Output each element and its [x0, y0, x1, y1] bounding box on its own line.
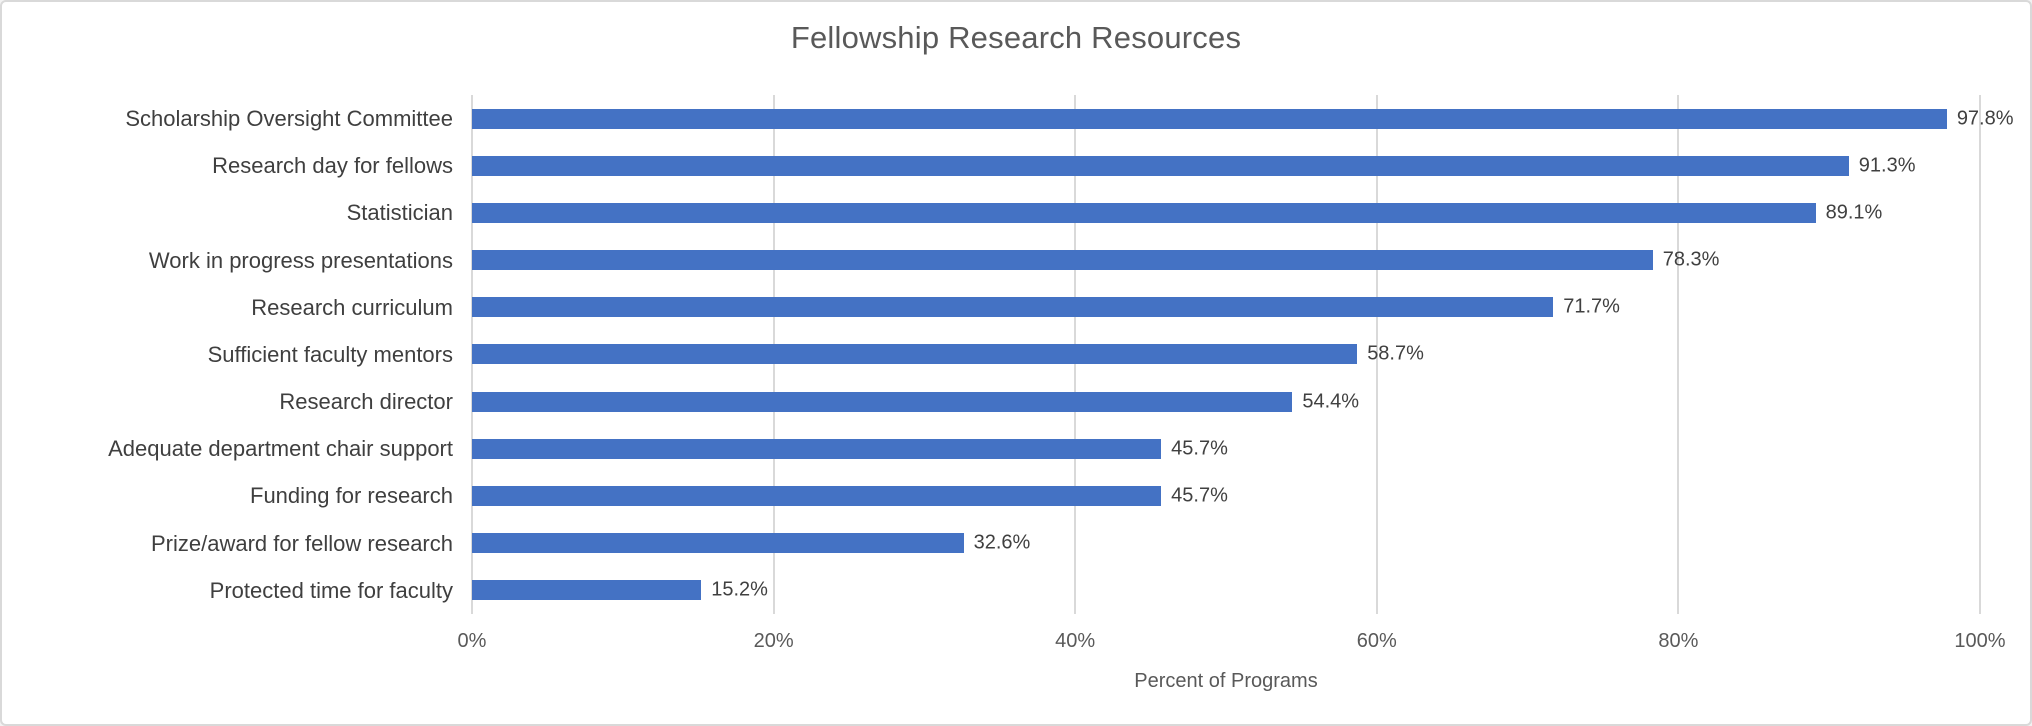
value-label: 15.2%: [711, 578, 768, 601]
gridline-100%: [1979, 95, 1981, 614]
bar-row: 32.6%: [472, 520, 1980, 567]
bar: [472, 391, 1293, 412]
category-label: Adequate department chair support: [108, 436, 453, 462]
bar: [472, 486, 1162, 507]
bar: [472, 580, 702, 601]
category-label: Sufficient faculty mentors: [207, 341, 453, 367]
value-label: 78.3%: [1662, 248, 1720, 271]
value-label: 54.4%: [1302, 390, 1360, 413]
bar-row: 45.7%: [472, 472, 1980, 519]
plot-area: 97.8% 91.3% 89.1% 78.3% 71.7% 58.7% 54.4% 45.7%…: [471, 95, 2014, 614]
bar: [472, 297, 1554, 318]
bar-row: 97.8%: [472, 95, 2014, 142]
value-label: 32.6%: [973, 531, 1031, 554]
value-label: 45.7%: [1171, 437, 1228, 460]
bar: [472, 344, 1358, 365]
category-label: Prize/award for fellow research: [150, 530, 453, 556]
value-label: 89.1%: [1825, 201, 1883, 224]
bar-row: 45.7%: [472, 425, 1980, 472]
bar-row: 78.3%: [472, 237, 1980, 284]
bar: [472, 155, 1849, 176]
value-label: 58.7%: [1367, 342, 1424, 365]
category-label: Research curriculum: [251, 294, 453, 320]
x-tick-label: 60%: [1356, 630, 1397, 652]
x-tick-label: 20%: [753, 630, 794, 652]
bar: [472, 250, 1653, 271]
bar: [472, 202, 1816, 223]
value-label: 71.7%: [1563, 295, 1620, 318]
value-label: 45.7%: [1171, 484, 1228, 507]
bar-row: 89.1%: [472, 189, 1980, 236]
bar-row: 58.7%: [472, 331, 1980, 378]
value-label: 97.8%: [1956, 107, 2014, 130]
x-tick-label: 80%: [1658, 630, 1699, 652]
category-label: Protected time for faculty: [209, 577, 453, 603]
bar-row: 71.7%: [472, 284, 1980, 331]
gridline-80%: [1677, 95, 1680, 614]
category-label: Scholarship Oversight Committee: [125, 106, 453, 131]
x-tick-label: 100%: [1954, 630, 2006, 652]
bar: [472, 108, 1947, 129]
x-tick-label: 0%: [457, 630, 487, 652]
bar: [472, 533, 964, 554]
value-label: 91.3%: [1858, 154, 1916, 177]
x-tick-label: 40%: [1055, 630, 1096, 652]
bar-row: 91.3%: [472, 142, 1980, 189]
category-label: Research director: [279, 389, 453, 415]
bar-row: 15.2%: [472, 567, 1980, 614]
bar-row: 54.4%: [472, 378, 1980, 425]
bar: [472, 438, 1162, 459]
x-axis-title: Percent of Programs: [1134, 670, 1318, 692]
category-label: Research day for fellows: [212, 153, 453, 179]
category-label: Statistician: [346, 200, 453, 226]
category-label: Funding for research: [250, 483, 453, 509]
chart-title: Fellowship Research Resources: [790, 20, 1242, 55]
gridline-60%: [1375, 95, 1378, 614]
category-label: Work in progress presentations: [148, 247, 453, 273]
